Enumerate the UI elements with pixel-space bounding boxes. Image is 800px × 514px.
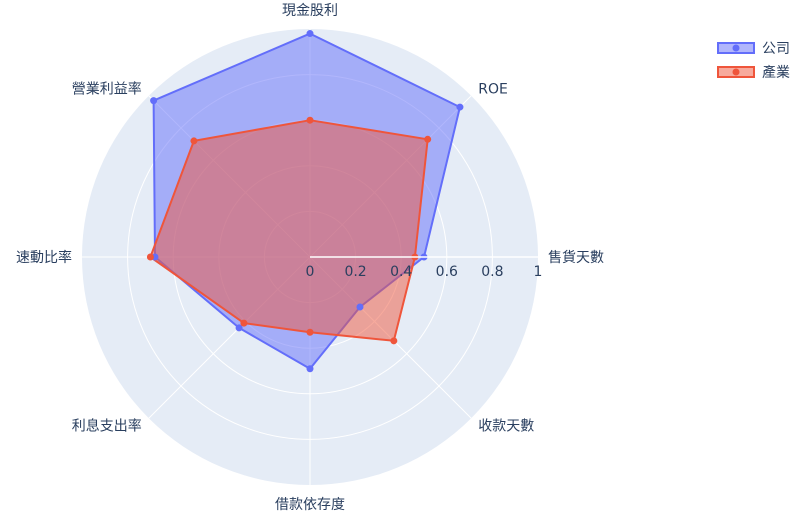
data-point-0-1[interactable]: [456, 103, 464, 111]
category-label: 借款依存度: [275, 497, 345, 513]
radial-tick-label: 0.4: [390, 264, 412, 280]
category-label: 現金股利: [282, 3, 338, 19]
data-point-0-6[interactable]: [306, 365, 314, 373]
data-point-0-3[interactable]: [150, 97, 158, 105]
data-point-1-6[interactable]: [306, 328, 314, 336]
series-layer: [146, 30, 538, 373]
axis-labels: 0 0.2 0.4 0.6 0.8 1 售貨天數 ROE 現金股利營業利益率速動比率利息支出率借…: [16, 3, 604, 513]
category-label: ROE: [478, 82, 508, 98]
legend: 公司 產業: [716, 36, 790, 84]
data-point-1-4[interactable]: [146, 253, 154, 261]
radial-tick-label: 0.2: [344, 264, 366, 280]
legend-item-company[interactable]: 公司: [716, 36, 790, 60]
category-label: 收款天數: [478, 418, 534, 434]
category-label: 售貨天數: [548, 249, 604, 266]
legend-label-company: 公司: [762, 41, 790, 57]
category-label: 營業利益率: [72, 81, 142, 98]
category-label: 速動比率: [16, 249, 72, 266]
data-point-1-3[interactable]: [190, 137, 198, 145]
legend-label-industry: 產業: [762, 65, 790, 81]
legend-item-industry[interactable]: 產業: [716, 60, 790, 84]
data-point-1-5[interactable]: [240, 319, 248, 327]
data-point-1-2[interactable]: [306, 116, 314, 124]
data-point-0-7[interactable]: [356, 303, 364, 311]
radial-tick-label: 0.6: [436, 264, 458, 280]
data-point-0-5[interactable]: [235, 324, 243, 332]
radial-tick-label: 1: [534, 264, 543, 280]
legend-swatch-industry: [717, 66, 755, 78]
data-point-1-1[interactable]: [424, 135, 432, 143]
data-point-0-2[interactable]: [306, 30, 314, 38]
radial-tick-label: 0.8: [481, 264, 503, 280]
legend-swatch-company: [717, 42, 755, 54]
category-label: 利息支出率: [72, 417, 142, 434]
data-point-1-7[interactable]: [390, 337, 398, 345]
radial-tick-label: 0: [306, 264, 315, 280]
